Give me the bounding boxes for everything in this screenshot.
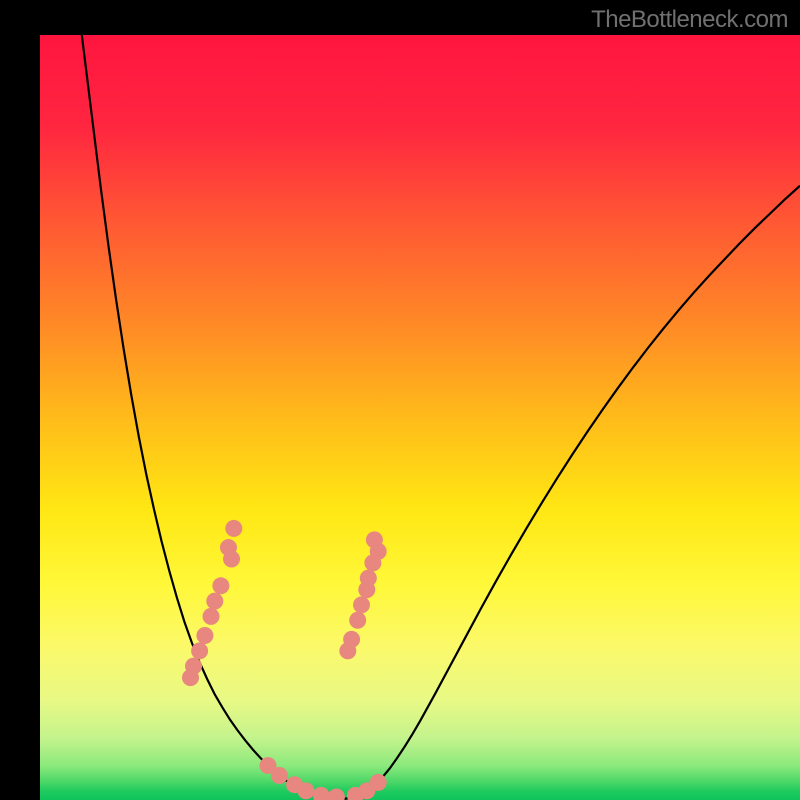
data-marker [313, 787, 330, 800]
chart-plot-area [40, 35, 800, 800]
chart-frame: TheBottleneck.com [0, 0, 800, 800]
data-marker [212, 577, 229, 594]
data-marker [223, 551, 240, 568]
data-marker [182, 669, 199, 686]
data-marker [339, 642, 356, 659]
data-marker [298, 782, 315, 799]
watermark-text: TheBottleneck.com [591, 6, 788, 34]
chart-curves [40, 35, 800, 800]
data-marker [225, 520, 242, 537]
data-marker [370, 774, 387, 791]
data-marker [196, 627, 213, 644]
data-marker [364, 554, 381, 571]
data-marker [191, 642, 208, 659]
data-marker [203, 608, 220, 625]
curve-left [82, 35, 337, 799]
data-marker [358, 581, 375, 598]
curve-right [336, 186, 800, 800]
data-markers [182, 520, 387, 800]
data-marker [353, 596, 370, 613]
data-marker [271, 767, 288, 784]
data-marker [206, 593, 223, 610]
data-marker [349, 612, 366, 629]
data-marker [328, 788, 345, 800]
